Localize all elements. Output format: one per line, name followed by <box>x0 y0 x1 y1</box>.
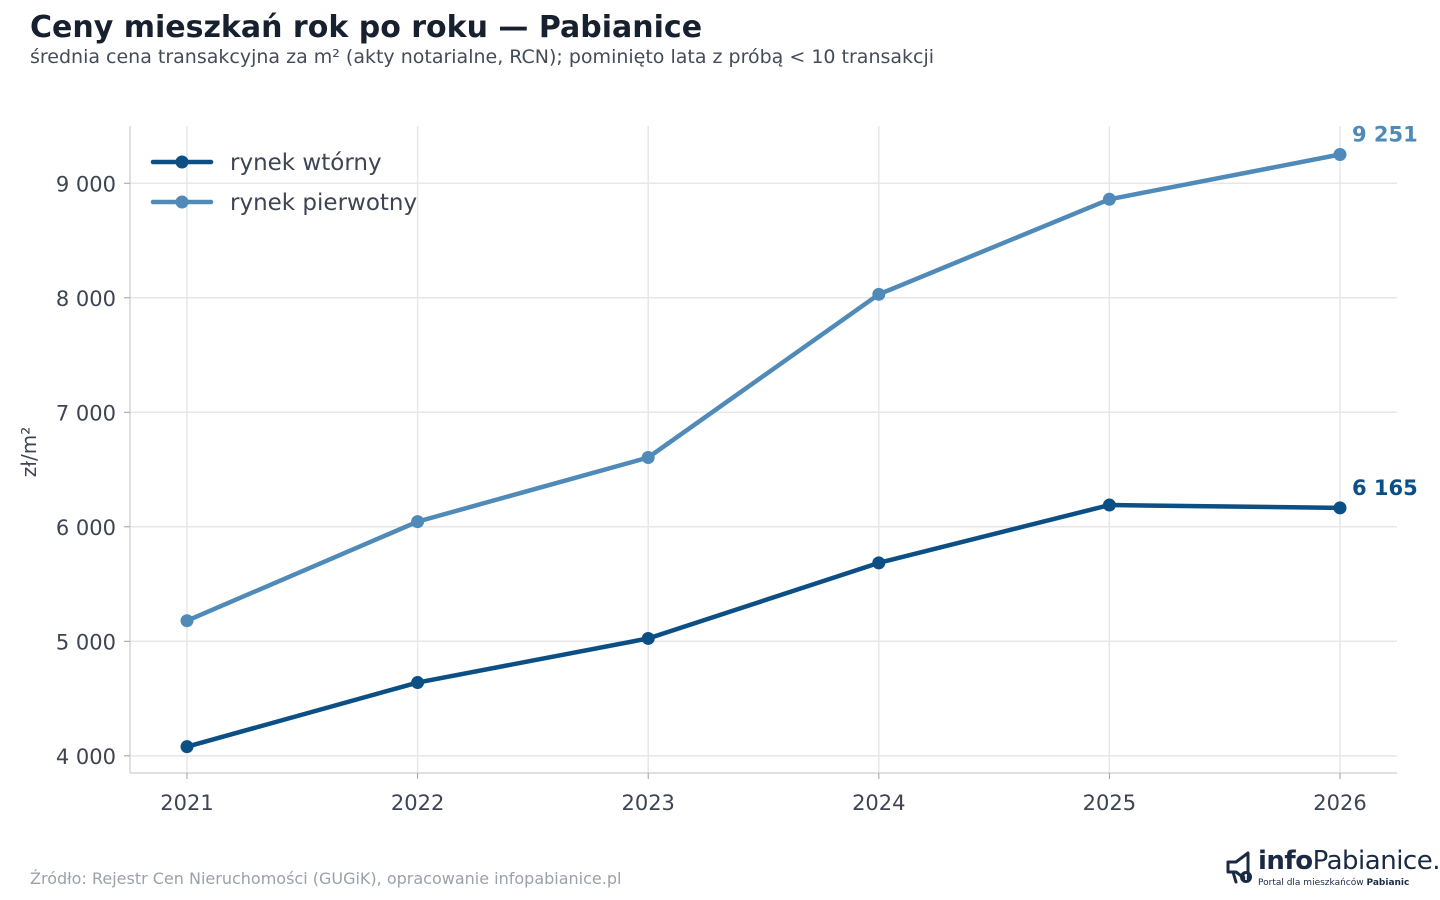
logo-prefix: info <box>1258 846 1313 876</box>
legend-label: rynek wtórny <box>230 150 382 176</box>
y-tick-label: 8 000 <box>56 287 116 311</box>
site-logo: infoPabianice.pl Portal dla mieszkańców … <box>1224 846 1440 892</box>
data-point <box>1102 498 1116 512</box>
data-point <box>1333 148 1347 162</box>
chart-subtitle: średnia cena transakcyjna za m² (akty no… <box>30 46 935 68</box>
data-point <box>641 451 655 465</box>
logo-tagline-prefix: Portal dla mieszkańców <box>1258 878 1364 888</box>
megaphone-icon <box>1226 851 1252 884</box>
logo-tagline-city: Pabianic <box>1366 878 1410 888</box>
x-tick-label: 2026 <box>1313 791 1366 815</box>
data-point <box>411 676 425 690</box>
data-point <box>411 515 425 529</box>
data-point <box>180 614 194 628</box>
y-axis-label: zł/m² <box>17 427 41 477</box>
logo-tagline: Portal dla mieszkańców Pabianic <box>1258 878 1409 888</box>
x-tick-label: 2023 <box>621 791 674 815</box>
legend-swatch-marker <box>175 155 189 169</box>
legend-label: rynek pierwotny <box>230 190 417 216</box>
logo-name: Pabianice.pl <box>1312 846 1440 876</box>
y-tick-label: 6 000 <box>56 516 116 540</box>
data-point <box>872 287 886 301</box>
data-point <box>872 556 886 570</box>
x-tick-label: 2024 <box>852 791 905 815</box>
data-point <box>1333 501 1347 515</box>
source-note: Źródło: Rejestr Cen Nieruchomości (GUGiK… <box>30 869 622 888</box>
y-tick-label: 9 000 <box>56 172 116 196</box>
x-tick-label: 2025 <box>1083 791 1136 815</box>
series-line <box>184 502 1343 749</box>
legend-swatch-marker <box>175 195 189 209</box>
y-tick-label: 5 000 <box>56 630 116 654</box>
end-value-label: 6 165 <box>1352 476 1418 500</box>
y-tick-label: 7 000 <box>56 401 116 425</box>
y-tick-label: 4 000 <box>56 745 116 769</box>
logo-wordmark: infoPabianice.pl <box>1258 846 1440 876</box>
end-value-label: 9 251 <box>1352 123 1418 147</box>
x-tick-label: 2021 <box>160 791 213 815</box>
x-tick-label: 2022 <box>391 791 444 815</box>
chart-title: Ceny mieszkań rok po roku — Pabianice <box>30 10 703 45</box>
data-point <box>1102 192 1116 206</box>
data-point <box>180 740 194 754</box>
series-line <box>184 152 1343 623</box>
data-point <box>641 631 655 645</box>
